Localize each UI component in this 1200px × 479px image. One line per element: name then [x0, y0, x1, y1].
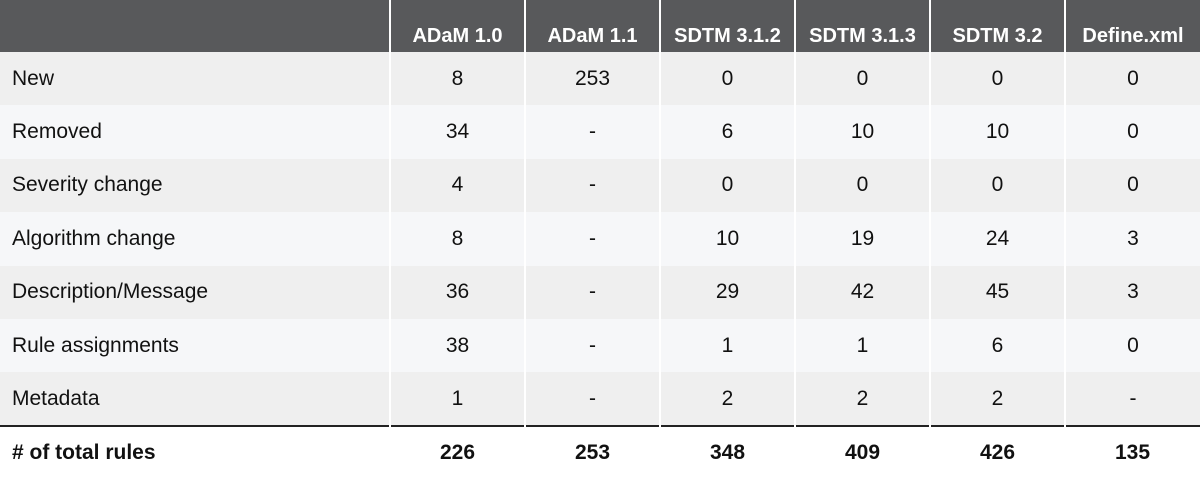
cell: 10	[929, 105, 1065, 159]
row-label: New	[0, 52, 390, 106]
cell: 8	[389, 212, 525, 266]
cell: -	[524, 105, 660, 159]
table-row: Algorithm change 8-10 19 24 3	[0, 212, 1200, 266]
cell: 6	[929, 318, 1065, 373]
column-header: SDTM 3.1.3	[794, 0, 930, 52]
header-blank	[0, 0, 390, 52]
cell: 1	[794, 318, 930, 373]
total-cell: 409	[795, 424, 930, 479]
column-header: ADaM 1.0	[389, 0, 525, 52]
cell: 36	[389, 265, 525, 319]
row-label: Algorithm change	[0, 212, 390, 266]
cell: 0	[929, 52, 1065, 106]
row-label: Rule assignments	[0, 318, 390, 373]
cell: 1	[659, 318, 795, 373]
column-header: SDTM 3.2	[929, 0, 1065, 52]
row-label: Metadata	[0, 372, 390, 426]
cell: 45	[929, 265, 1065, 319]
cell: 19	[794, 212, 930, 266]
cell: -	[1064, 372, 1200, 426]
cell: 0	[1064, 318, 1200, 373]
total-row: # of total rules 226 253 348 409 426 135	[0, 424, 1200, 479]
cell: 253	[524, 52, 660, 106]
total-cell: 348	[660, 424, 795, 479]
cell: 3	[1064, 212, 1200, 266]
cell: 38	[389, 318, 525, 373]
cell: 0	[794, 52, 930, 106]
table-row: Removed 34-6 10 10 0	[0, 105, 1200, 159]
column-header: Define.xml	[1064, 0, 1200, 52]
total-label: # of total rules	[0, 424, 390, 479]
column-header: SDTM 3.1.2	[659, 0, 795, 52]
cell: -	[524, 372, 660, 426]
cell: 6	[659, 105, 795, 159]
row-label: Severity change	[0, 158, 390, 213]
cell: 0	[659, 158, 795, 213]
cell: 10	[659, 212, 795, 266]
total-cell: 253	[525, 424, 660, 479]
cell: 10	[794, 105, 930, 159]
cell: 0	[1064, 105, 1200, 159]
total-cell: 226	[390, 424, 525, 479]
cell: 4	[389, 158, 525, 213]
column-header: ADaM 1.1	[524, 0, 660, 52]
row-label: Description/Message	[0, 265, 390, 319]
cell: -	[524, 212, 660, 266]
cell: 0	[659, 52, 795, 106]
cell: 8	[389, 52, 525, 106]
cell: -	[524, 265, 660, 319]
table-row: Metadata 1-2 2 2-	[0, 372, 1200, 426]
table-row: New 8 253 0 0 0 0	[0, 52, 1200, 106]
cell: 2	[794, 372, 930, 426]
row-label: Removed	[0, 105, 390, 159]
cell: 34	[389, 105, 525, 159]
cell: 0	[929, 158, 1065, 213]
cell: 42	[794, 265, 930, 319]
cell: 29	[659, 265, 795, 319]
table-row: Description/Message 36-29 42 45 3	[0, 265, 1200, 319]
cell: 0	[1064, 158, 1200, 213]
table-row: Rule assignments 38-1 1 6 0	[0, 318, 1200, 373]
cell: 24	[929, 212, 1065, 266]
cell: -	[524, 158, 660, 213]
total-cell: 426	[930, 424, 1065, 479]
table-body: New 8 253 0 0 0 0 Removed 34-6 10 10 0 Severity chan…	[0, 52, 1200, 479]
table-row: Severity change 4-0 0 0 0	[0, 158, 1200, 213]
cell: 0	[794, 158, 930, 213]
cell: 1	[389, 372, 525, 426]
cell: -	[524, 318, 660, 373]
cell: 2	[929, 372, 1065, 426]
header-row: ADaM 1.0 ADaM 1.1 SDTM 3.1.2 SDTM 3.1.3 SDTM…	[0, 0, 1200, 52]
cell: 2	[659, 372, 795, 426]
total-cell: 135	[1065, 424, 1200, 479]
cell: 3	[1064, 265, 1200, 319]
cell: 0	[1064, 52, 1200, 106]
